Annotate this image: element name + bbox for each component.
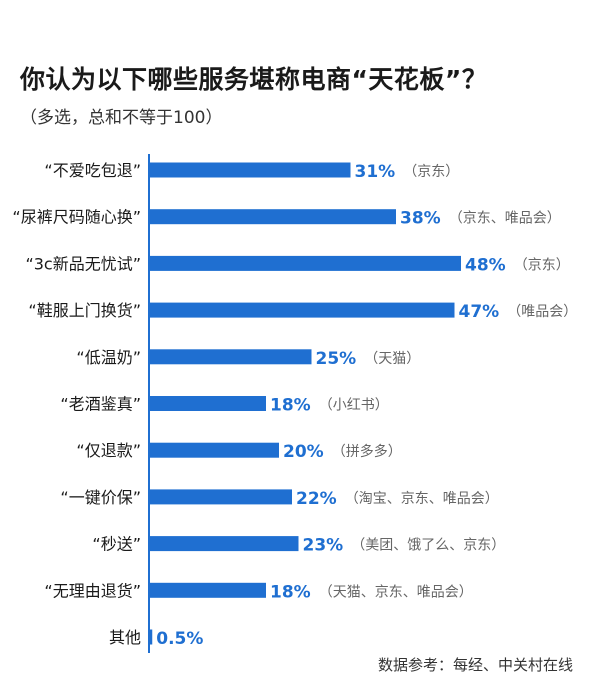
value-label: 18% [270, 582, 311, 602]
bar [149, 209, 396, 225]
value-label: 38% [400, 209, 441, 229]
category-label: “不爱吃包退” [44, 161, 141, 180]
bar [149, 582, 266, 598]
value-label: 20% [283, 442, 324, 462]
source-note: （唯品会） [507, 304, 577, 320]
value-label: 23% [303, 536, 344, 556]
bar [149, 442, 279, 458]
bar [149, 489, 292, 505]
value-label: 47% [459, 302, 500, 322]
value-label: 0.5% [156, 629, 203, 649]
source-note: （小红书） [319, 398, 389, 414]
value-label: 22% [296, 489, 337, 509]
category-label: “低温奶” [76, 348, 141, 367]
category-label: 其他 [109, 628, 141, 647]
category-label: “无理由退货” [44, 581, 141, 600]
value-label: 31% [355, 162, 396, 182]
source-note: （京东） [514, 257, 570, 273]
bar [149, 536, 299, 552]
bar [149, 255, 461, 271]
category-label: “尿裤尺码随心换” [12, 208, 141, 227]
category-label: “3c新品无忧试” [25, 254, 141, 273]
data-source: 数据参考：每经、中关村在线 [377, 656, 573, 674]
category-label: “秒送” [92, 535, 141, 554]
bar [149, 349, 312, 365]
bar [149, 162, 351, 178]
bar [149, 302, 455, 318]
bar [149, 629, 153, 645]
bar [149, 396, 266, 411]
source-note: （天猫、京东、唯品会） [319, 584, 473, 600]
chart-title: 你认为以下哪些服务堪称电商“天花板”？ [20, 65, 488, 94]
source-note: （天猫） [364, 351, 420, 367]
value-label: 25% [316, 349, 357, 369]
source-note: （淘宝、京东、唯品会） [345, 491, 499, 507]
source-note: （拼多多） [332, 443, 402, 460]
category-label: “一键价保” [60, 488, 141, 507]
source-note: （美团、饿了么、京东） [351, 538, 505, 554]
source-note: （京东、唯品会） [449, 211, 561, 227]
value-label: 48% [465, 255, 506, 275]
category-label: “老酒鉴真” [60, 395, 141, 414]
chart-subtitle: （多选，总和不等于100） [20, 108, 223, 128]
value-label: 18% [270, 396, 311, 416]
source-note: （京东） [403, 164, 459, 180]
category-label: “鞋服上门换货” [28, 301, 141, 320]
category-label: “仅退款” [76, 441, 141, 460]
